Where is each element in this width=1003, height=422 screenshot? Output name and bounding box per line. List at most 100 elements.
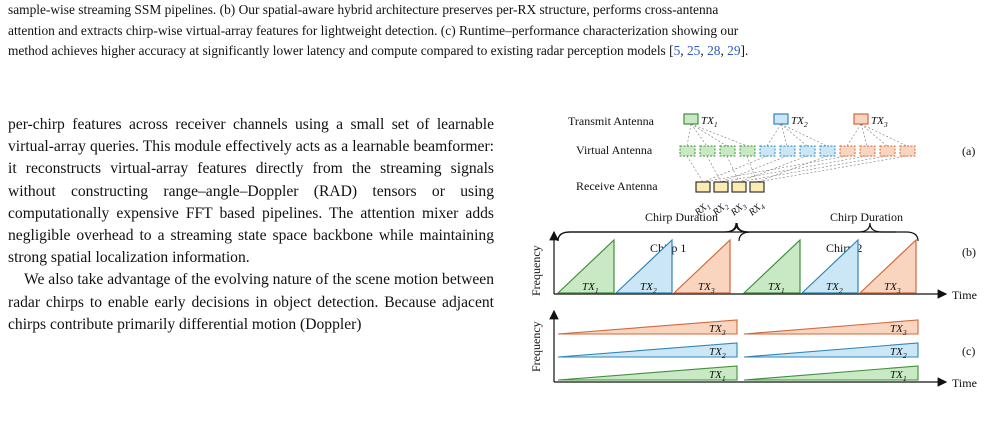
caption-line-1: sample-wise streaming SSM pipelines. (b)…: [8, 2, 719, 17]
chirp-ramp-c-2-tx3-label: TX3: [890, 323, 907, 337]
receive-antenna-4-label: RX4: [746, 199, 767, 220]
radar-figure: Transmit Antenna Virtual Antenna Receive…: [500, 104, 1000, 422]
chirp-ramp-b-1: [556, 238, 615, 294]
virtual-rx-link-3: [726, 155, 740, 183]
chirp-ramp-c-2-tx1-label: TX1: [890, 369, 907, 383]
chirp-ramp-c-1-tx2: [557, 342, 738, 358]
chirp-ramp-b-3-label: TX3: [698, 281, 715, 295]
tx-virtual-link-3: [690, 123, 728, 147]
transmit-antenna-1: [683, 113, 699, 125]
tx-virtual-link-7: [780, 123, 808, 147]
receive-antenna-4: [749, 181, 765, 193]
virtual-rx-link-4: [746, 155, 758, 183]
chirp-ramp-b-2: [614, 238, 673, 294]
panel-a-label: (a): [962, 144, 975, 158]
brace-1-right: [736, 222, 896, 233]
virtual-antenna-4: [739, 145, 756, 157]
virtual-antenna-10: [859, 145, 876, 157]
chirp-ramp-b-2-label: TX2: [640, 281, 657, 295]
body-paragraph-2: We also take advantage of the evolving n…: [8, 271, 494, 333]
radar-figure-svg: Transmit Antenna Virtual Antenna Receive…: [529, 113, 977, 390]
transmit-antenna-3: [853, 113, 869, 125]
virtual-rx-link-5: [702, 155, 768, 183]
virtual-antenna-9: [839, 145, 856, 157]
virtual-rx-link-6: [720, 155, 788, 183]
virtual-antenna-3: [719, 145, 736, 157]
virtual-antenna-2: [699, 145, 716, 157]
tx-virtual-link-8: [780, 123, 828, 147]
chirp-ramps-b: TX1 TX2 TX3 TX1 TX2 TX3: [556, 238, 917, 295]
receive-antenna-1: [695, 181, 711, 193]
time-label-b: Time: [952, 288, 977, 302]
virtual-antennas: [679, 145, 916, 157]
panel-b-label: (b): [962, 245, 976, 259]
chirp-ramp-c-2-tx1: [743, 365, 919, 381]
caption-line-3: method achieves higher accuracy at signi…: [8, 43, 749, 58]
chirp-ramp-b-4: [742, 238, 801, 294]
virtual-rx-link-12: [756, 155, 908, 183]
virtual-antenna-5: [759, 145, 776, 157]
virtual-rx-link-9: [702, 155, 848, 183]
virtual-rx-link-11: [738, 155, 888, 183]
virtual-rx-link-8: [756, 155, 828, 183]
body-paragraph-1: per-chirp features across receiver chann…: [8, 116, 494, 267]
receive-antenna-3: [731, 181, 747, 193]
transmit-antenna-1-label: TX1: [701, 115, 718, 129]
frequency-label-b: Frequency: [529, 245, 543, 296]
citation-29[interactable]: 29: [727, 43, 741, 58]
virtual-array-links: [686, 123, 908, 183]
transmit-antenna-2-label: TX2: [791, 115, 808, 129]
virtual-antenna-7: [799, 145, 816, 157]
chirp-ramp-b-6: [858, 238, 917, 294]
tx-virtual-link-12: [860, 123, 908, 147]
citation-5[interactable]: 5: [673, 43, 681, 58]
chirp-ramp-c-1-tx2-label: TX2: [709, 346, 726, 360]
citation-28[interactable]: 28: [707, 43, 721, 58]
chirp-ramp-b-6-label: TX3: [884, 281, 901, 295]
chirp-ramps-c: TX3 TX2 TX1 TX3 TX2 TX1: [557, 319, 919, 383]
virtual-antenna-11: [879, 145, 896, 157]
tx-virtual-link-4: [690, 123, 748, 147]
tx-virtual-link-1: [686, 123, 692, 147]
caption-line-2: attention and extracts chirp-wise virtua…: [8, 22, 739, 38]
chirp-ramp-c-2-tx2-label: TX2: [890, 346, 907, 360]
virtual-rx-link-7: [738, 155, 808, 183]
tx-virtual-link-6: [780, 123, 788, 147]
frequency-label-c: Frequency: [529, 321, 543, 372]
time-label-c: Time: [952, 376, 977, 390]
panel-c-label: (c): [962, 344, 975, 358]
brace-1-left: [557, 222, 738, 242]
chirp-ramp-b-3: [672, 238, 731, 294]
transmit-antenna-2: [773, 113, 789, 125]
figure-caption: sample-wise streaming SSM pipelines. (b)…: [8, 0, 998, 62]
virtual-rx-link-1: [686, 155, 704, 183]
virtual-antenna-6: [779, 145, 796, 157]
chirp-ramp-c-2-tx3: [743, 319, 919, 335]
tx-virtual-link-11: [860, 123, 888, 147]
chirp-duration-label-1: Chirp Duration: [645, 210, 718, 224]
chirp-ramp-b-5: [800, 238, 859, 294]
chirp-ramp-b-4-label: TX1: [768, 281, 785, 295]
caption-line-3-text: method achieves higher accuracy at signi…: [8, 43, 674, 58]
tx-virtual-link-2: [690, 123, 708, 147]
chirp-ramp-c-2-tx2: [743, 342, 919, 358]
chirp-ramp-c-1-tx3-label: TX3: [709, 323, 726, 337]
virtual-antenna-1: [679, 145, 696, 157]
chirp-ramp-c-1-tx1: [557, 365, 738, 381]
virtual-rx-link-10: [720, 155, 868, 183]
transmit-antenna-3-label: TX3: [871, 115, 888, 129]
transmit-antenna-label: Transmit Antenna: [568, 114, 655, 128]
chirp-ramp-c-1-tx3: [557, 319, 738, 335]
receive-antenna-label: Receive Antenna: [576, 179, 658, 193]
chirp-duration-label-2: Chirp Duration: [830, 210, 903, 224]
tx-virtual-link-9: [846, 123, 862, 147]
chirp-ramp-b-1-label: TX1: [582, 281, 599, 295]
receive-antenna-2: [713, 181, 729, 193]
citation-25[interactable]: 25: [686, 43, 701, 58]
virtual-antenna-label: Virtual Antenna: [576, 143, 653, 157]
body-column: per-chirp features across receiver chann…: [8, 114, 494, 336]
chirp-ramp-c-1-tx1-label: TX1: [709, 369, 726, 383]
virtual-antenna-12: [899, 145, 916, 157]
tx-virtual-link-5: [766, 123, 782, 147]
